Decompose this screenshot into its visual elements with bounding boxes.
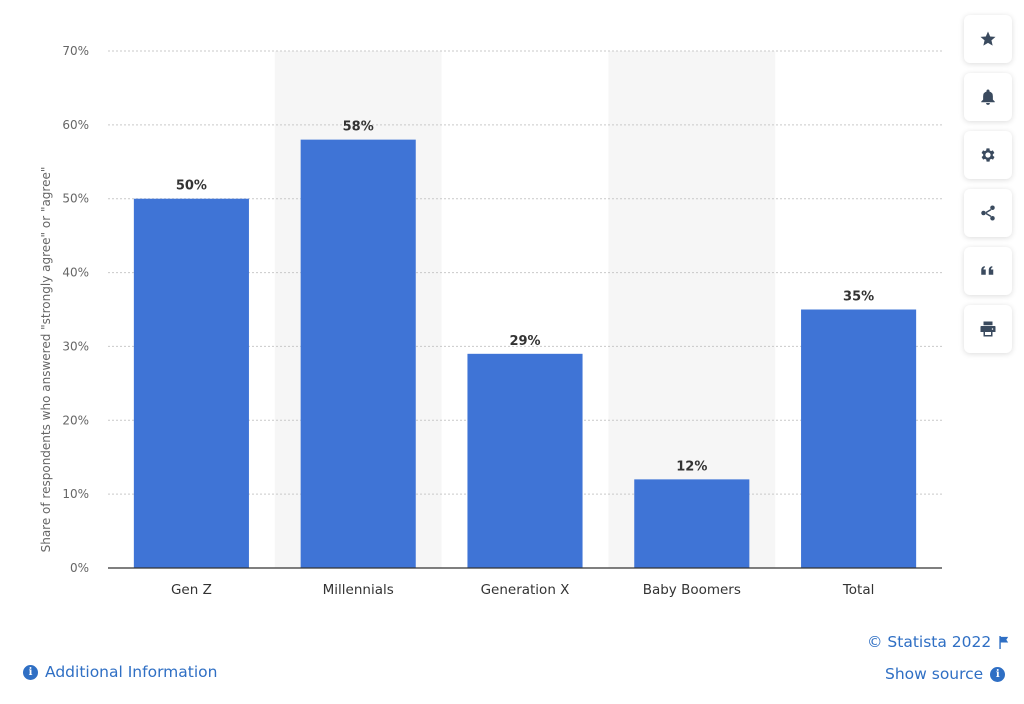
copyright-link[interactable]: © Statista 2022 — [867, 633, 1010, 651]
y-tick-label: 10% — [62, 487, 89, 501]
data-label: 29% — [509, 334, 540, 349]
y-tick-label: 70% — [62, 44, 89, 58]
data-label: 50% — [176, 179, 207, 194]
gear-icon — [981, 148, 995, 162]
bar — [801, 309, 917, 568]
y-tick-label: 60% — [62, 118, 89, 132]
category-label: Baby Boomers — [643, 582, 741, 598]
star-icon — [980, 31, 996, 46]
y-tick-label: 30% — [62, 339, 89, 353]
bar — [634, 479, 750, 568]
additional-information-text: Additional Information — [45, 663, 218, 681]
category-label: Millennials — [323, 582, 394, 598]
data-labels: 50% 58% 29% 12% 35% — [176, 120, 874, 475]
flag-icon — [998, 635, 1010, 649]
category-label: Total — [842, 582, 875, 598]
share-button[interactable] — [964, 189, 1012, 237]
notification-button[interactable] — [964, 73, 1012, 121]
bar — [133, 198, 249, 568]
bar — [300, 139, 416, 568]
additional-information-link[interactable]: i Additional Information — [23, 663, 217, 681]
favorite-button[interactable] — [964, 15, 1012, 63]
show-source-link[interactable]: Show source i — [885, 665, 1006, 683]
copyright-text: © Statista 2022 — [867, 633, 992, 651]
category-label: Generation X — [481, 582, 570, 598]
cite-button[interactable] — [964, 247, 1012, 295]
bell-icon — [981, 89, 995, 105]
y-axis-label: Share of respondents who answered "stron… — [39, 167, 53, 553]
y-tick-label: 0% — [70, 561, 89, 575]
data-label: 12% — [676, 459, 707, 474]
y-tick-label: 50% — [62, 192, 89, 206]
quote-icon — [981, 266, 994, 275]
print-button[interactable] — [964, 305, 1012, 353]
print-icon — [980, 321, 996, 337]
data-label: 35% — [843, 290, 874, 305]
chart-toolbar — [964, 15, 1012, 363]
bar — [467, 353, 583, 568]
y-tick-label: 20% — [62, 413, 89, 427]
bar-chart: 0%10%20%30%40%50%60%70% 50%58%29%12%35% … — [39, 44, 942, 598]
info-icon: i — [23, 664, 38, 680]
category-label: Gen Z — [171, 582, 212, 598]
share-icon — [981, 205, 995, 221]
y-tick-labels: 0% 10% 20% 30% 40% 50% 60% 70% — [62, 44, 89, 575]
show-source-text: Show source — [885, 665, 984, 683]
settings-button[interactable] — [964, 131, 1012, 179]
info-icon: i — [990, 666, 1006, 682]
bars — [133, 139, 917, 568]
category-labels: Gen Z Millennials Generation X Baby Boomers… — [171, 582, 874, 598]
data-label: 58% — [343, 120, 374, 135]
y-tick-label: 40% — [62, 266, 89, 280]
